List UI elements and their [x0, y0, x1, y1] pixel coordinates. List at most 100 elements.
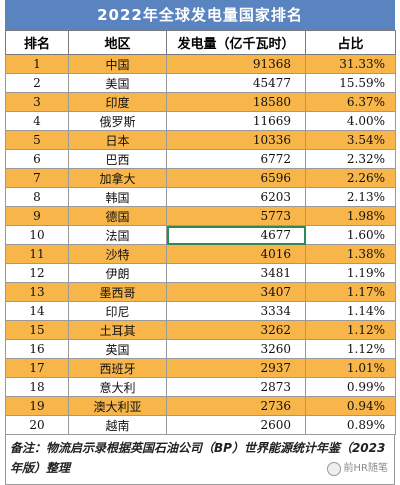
rank-cell[interactable]: 19 [5, 396, 69, 416]
generation-cell[interactable]: 6203 [166, 187, 306, 207]
header-rank[interactable]: 排名 [5, 30, 69, 55]
header-region[interactable]: 地区 [68, 30, 167, 55]
table-row: 13 墨西哥 3407 1.17% [5, 282, 396, 302]
share-cell[interactable]: 31.33% [305, 54, 396, 74]
generation-cell[interactable]: 2937 [166, 358, 306, 378]
generation-cell[interactable]: 45477 [166, 73, 306, 93]
generation-cell[interactable]: 4016 [166, 244, 306, 264]
share-cell[interactable]: 1.19% [305, 263, 396, 283]
rank-cell[interactable]: 3 [5, 92, 69, 112]
generation-cell[interactable]: 10336 [166, 130, 306, 150]
generation-cell[interactable]: 4677 [166, 225, 306, 245]
share-cell[interactable]: 1.12% [305, 320, 396, 340]
region-cell[interactable]: 伊朗 [68, 263, 167, 283]
share-cell[interactable]: 1.60% [305, 225, 396, 245]
share-cell[interactable]: 15.59% [305, 73, 396, 93]
rank-cell[interactable]: 4 [5, 111, 69, 131]
rank-cell[interactable]: 17 [5, 358, 69, 378]
rank-cell[interactable]: 8 [5, 187, 69, 207]
table-row: 2 美国 45477 15.59% [5, 73, 396, 93]
table-row: 20 越南 2600 0.89% [5, 415, 396, 435]
generation-cell[interactable]: 91368 [166, 54, 306, 74]
table-row: 5 日本 10336 3.54% [5, 130, 396, 150]
rank-cell[interactable]: 2 [5, 73, 69, 93]
share-cell[interactable]: 1.12% [305, 339, 396, 359]
generation-cell[interactable]: 3260 [166, 339, 306, 359]
share-cell[interactable]: 1.98% [305, 206, 396, 226]
rank-cell[interactable]: 16 [5, 339, 69, 359]
region-cell[interactable]: 美国 [68, 73, 167, 93]
wechat-logo-icon [326, 462, 341, 476]
generation-cell[interactable]: 2873 [166, 377, 306, 397]
region-cell[interactable]: 加拿大 [68, 168, 167, 188]
share-cell[interactable]: 2.13% [305, 187, 396, 207]
table-title: 2022年全球发电量国家排名 [5, 0, 395, 30]
region-cell[interactable]: 法国 [68, 225, 167, 245]
header-share[interactable]: 占比 [305, 30, 396, 55]
generation-cell[interactable]: 6596 [166, 168, 306, 188]
share-cell[interactable]: 4.00% [305, 111, 396, 131]
share-cell[interactable]: 0.94% [305, 396, 396, 416]
table-row: 1 中国 91368 31.33% [5, 54, 396, 74]
share-cell[interactable]: 0.89% [305, 415, 396, 435]
region-cell[interactable]: 土耳其 [68, 320, 167, 340]
region-cell[interactable]: 越南 [68, 415, 167, 435]
region-cell[interactable]: 西班牙 [68, 358, 167, 378]
region-cell[interactable]: 日本 [68, 130, 167, 150]
region-cell[interactable]: 意大利 [68, 377, 167, 397]
region-cell[interactable]: 中国 [68, 54, 167, 74]
region-cell[interactable]: 俄罗斯 [68, 111, 167, 131]
spreadsheet: 2022年全球发电量国家排名 排名 地区 发电量（亿千瓦时） 占比 1 中国 913… [5, 0, 396, 485]
region-cell[interactable]: 墨西哥 [68, 282, 167, 302]
share-cell[interactable]: 2.32% [305, 149, 396, 169]
table-row: 3 印度 18580 6.37% [5, 92, 396, 112]
share-cell[interactable]: 0.99% [305, 377, 396, 397]
generation-cell[interactable]: 5773 [166, 206, 306, 226]
region-cell[interactable]: 德国 [68, 206, 167, 226]
rank-cell[interactable]: 18 [5, 377, 69, 397]
share-cell[interactable]: 3.54% [305, 130, 396, 150]
rank-cell[interactable]: 7 [5, 168, 69, 188]
region-cell[interactable]: 沙特 [68, 244, 167, 264]
generation-cell[interactable]: 2600 [166, 415, 306, 435]
region-cell[interactable]: 印度 [68, 92, 167, 112]
share-cell[interactable]: 1.17% [305, 282, 396, 302]
region-cell[interactable]: 印尼 [68, 301, 167, 321]
share-cell[interactable]: 2.26% [305, 168, 396, 188]
share-cell[interactable]: 1.38% [305, 244, 396, 264]
rank-cell[interactable]: 15 [5, 320, 69, 340]
header-generation[interactable]: 发电量（亿千瓦时） [166, 30, 306, 55]
rank-cell[interactable]: 9 [5, 206, 69, 226]
region-cell[interactable]: 澳大利亚 [68, 396, 167, 416]
generation-cell[interactable]: 3334 [166, 301, 306, 321]
rank-cell[interactable]: 20 [5, 415, 69, 435]
generation-cell[interactable]: 18580 [166, 92, 306, 112]
rank-cell[interactable]: 11 [5, 244, 69, 264]
generation-cell[interactable]: 3262 [166, 320, 306, 340]
ranking-table: 排名 地区 发电量（亿千瓦时） 占比 1 中国 91368 31.33% 2 美国 4547… [5, 30, 396, 435]
rank-cell[interactable]: 1 [5, 54, 69, 74]
share-cell[interactable]: 1.14% [305, 301, 396, 321]
rank-cell[interactable]: 10 [5, 225, 69, 245]
table-row: 14 印尼 3334 1.14% [5, 301, 396, 321]
region-cell[interactable]: 韩国 [68, 187, 167, 207]
generation-cell[interactable]: 3481 [166, 263, 306, 283]
header-row: 排名 地区 发电量（亿千瓦时） 占比 [5, 30, 396, 55]
region-cell[interactable]: 巴西 [68, 149, 167, 169]
share-cell[interactable]: 6.37% [305, 92, 396, 112]
generation-cell[interactable]: 6772 [166, 149, 306, 169]
rank-cell[interactable]: 14 [5, 301, 69, 321]
generation-cell[interactable]: 3407 [166, 282, 306, 302]
rank-cell[interactable]: 6 [5, 149, 69, 169]
table-row: 17 西班牙 2937 1.01% [5, 358, 396, 378]
generation-cell[interactable]: 11669 [166, 111, 306, 131]
rank-cell[interactable]: 12 [5, 263, 69, 283]
rank-cell[interactable]: 13 [5, 282, 69, 302]
rank-cell[interactable]: 5 [5, 130, 69, 150]
watermark: 前HR随笔 [326, 459, 388, 479]
share-cell[interactable]: 1.01% [305, 358, 396, 378]
generation-cell[interactable]: 2736 [166, 396, 306, 416]
table-row: 6 巴西 6772 2.32% [5, 149, 396, 169]
table-row: 4 俄罗斯 11669 4.00% [5, 111, 396, 131]
region-cell[interactable]: 英国 [68, 339, 167, 359]
